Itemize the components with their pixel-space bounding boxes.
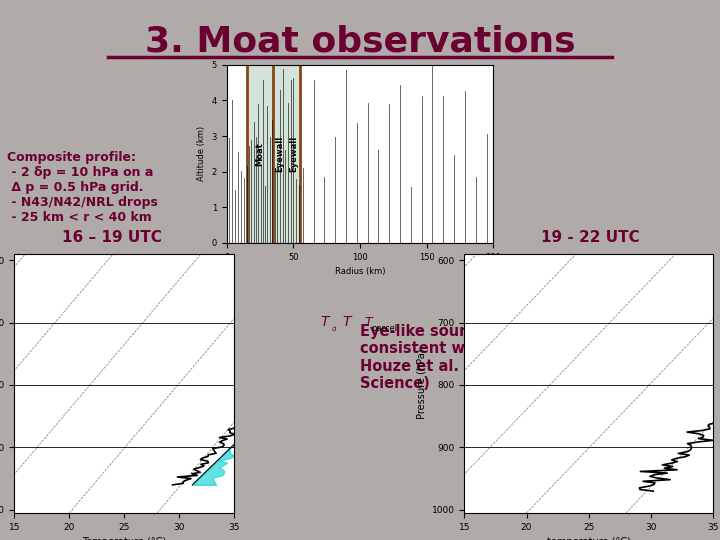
Text: $T$: $T$: [320, 315, 331, 329]
X-axis label: temperature (°C): temperature (°C): [546, 537, 631, 540]
Text: $T$: $T$: [341, 315, 353, 329]
Text: $T$: $T$: [364, 315, 374, 329]
Y-axis label: Altitude (km): Altitude (km): [197, 126, 206, 181]
X-axis label: Temperature (°C): Temperature (°C): [82, 537, 166, 540]
Text: 16 – 19 UTC: 16 – 19 UTC: [62, 230, 161, 245]
Bar: [247, 65, 274, 243]
Y-axis label: Pressure (hPa): Pressure (hPa): [416, 348, 426, 418]
Text: 3. Moat observations: 3. Moat observations: [145, 24, 575, 58]
Text: Moat: Moat: [256, 142, 265, 166]
Text: Eye-like soundings
consistent with
Houze et al. (2007;
Science): Eye-like soundings consistent with Houze…: [360, 324, 518, 391]
Text: Eyewall: Eyewall: [276, 136, 284, 172]
X-axis label: Radius (km): Radius (km): [335, 267, 385, 276]
Text: $_d$: $_d$: [330, 325, 337, 334]
Text: Composite profile:
 - 2 δp = 10 hPa on a
 Δ p = 0.5 hPa grid.
 - N43/N42/NRL dro: Composite profile: - 2 δp = 10 hPa on a …: [7, 151, 158, 224]
Text: 19 - 22 UTC: 19 - 22 UTC: [541, 230, 640, 245]
Bar: [274, 65, 300, 243]
Text: Eyewall: Eyewall: [289, 136, 298, 172]
Text: parcel: parcel: [372, 323, 397, 333]
